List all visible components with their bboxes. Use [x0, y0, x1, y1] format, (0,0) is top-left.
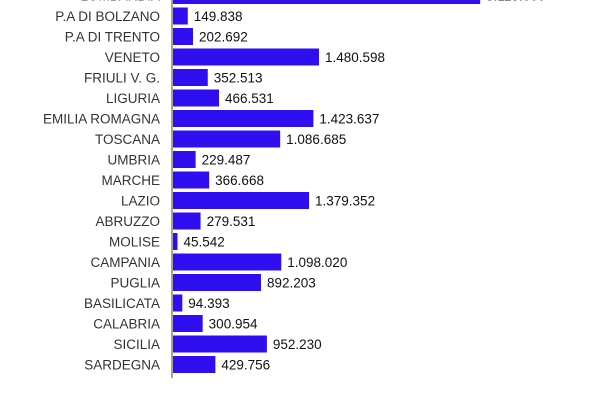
value-label: 466.531 — [225, 91, 274, 106]
category-label: UMBRIA — [107, 153, 160, 168]
bar-veneto — [173, 48, 319, 66]
category-label: PUGLIA — [110, 276, 160, 291]
bar-emilia-romagna — [173, 110, 314, 127]
value-label: 229.487 — [202, 153, 251, 168]
value-label: 1.423.637 — [319, 112, 379, 127]
category-label: MARCHE — [101, 173, 160, 188]
value-label: 94.393 — [188, 296, 229, 311]
category-label: CAMPANIA — [90, 255, 160, 270]
category-label: SICILIA — [113, 337, 160, 352]
value-label: 45.542 — [183, 235, 224, 250]
category-labels-group: LOMBARDIA P.A DI BOLZANO P.A DI TRENTO VENE… — [43, 0, 160, 373]
category-label: FRIULI V. G. — [84, 71, 160, 86]
value-label: 366.668 — [215, 173, 264, 188]
value-label: 202.692 — [199, 30, 248, 45]
bar-sardegna — [173, 356, 216, 373]
bar-umbria — [173, 151, 196, 168]
category-label: P.A DI BOLZANO — [55, 9, 160, 24]
bar-p-a-di-bolzano — [173, 7, 188, 25]
bar-marche — [173, 171, 210, 189]
bar-toscana — [173, 130, 281, 148]
bar-sicilia — [173, 335, 267, 353]
category-label: EMILIA ROMAGNA — [43, 112, 160, 127]
value-label: 149.838 — [194, 9, 243, 24]
bar-lombardia — [173, 0, 481, 4]
value-label: 352.513 — [214, 71, 263, 86]
category-label: SARDEGNA — [84, 358, 160, 373]
value-label: 3.115.000 — [486, 0, 545, 4]
category-label: LOMBARDIA — [80, 0, 160, 4]
category-label: ABRUZZO — [95, 214, 160, 229]
value-label: 892.203 — [267, 276, 316, 291]
category-label: P.A DI TRENTO — [65, 30, 160, 45]
category-label: BASILICATA — [84, 296, 160, 311]
bar-lazio — [173, 192, 310, 209]
value-label: 1.086.685 — [286, 132, 346, 147]
value-label: 300.954 — [209, 317, 258, 332]
bar-campania — [173, 253, 282, 271]
bar-p-a-di-trento — [173, 28, 193, 45]
category-label: TOSCANA — [95, 132, 160, 147]
category-label: LIGURIA — [106, 91, 160, 106]
value-label: 1.379.352 — [315, 194, 375, 209]
category-label: VENETO — [105, 50, 160, 65]
value-label: 1.098.020 — [287, 255, 347, 270]
value-label: 952.230 — [273, 337, 322, 352]
bar-calabria — [173, 315, 203, 332]
value-label: 279.531 — [207, 214, 256, 229]
bar-molise — [173, 233, 178, 250]
bar-basilicata — [173, 294, 183, 312]
bars-group — [173, 0, 481, 373]
category-label: CALABRIA — [93, 317, 160, 332]
category-label: LAZIO — [121, 194, 160, 209]
bar-friuli-v-g- — [173, 69, 208, 86]
value-labels-group: 3.115.000 149.838 202.692 1.480.598 352.513 4… — [183, 0, 545, 373]
bar-puglia — [173, 274, 261, 291]
value-label: 1.480.598 — [325, 50, 385, 65]
bar-liguria — [173, 89, 220, 107]
category-label: MOLISE — [109, 235, 160, 250]
bar-abruzzo — [173, 212, 201, 230]
value-label: 429.756 — [221, 358, 270, 373]
